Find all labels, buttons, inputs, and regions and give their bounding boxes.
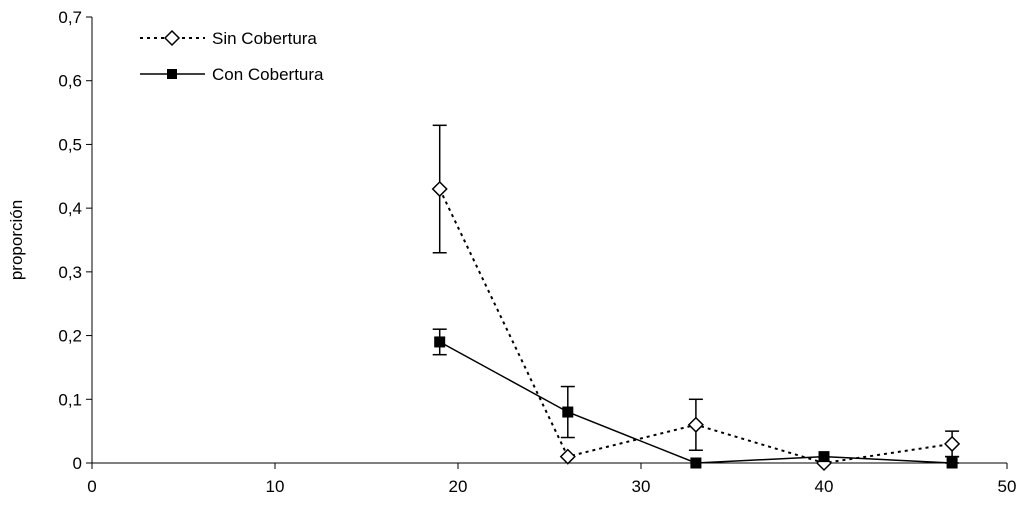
- data-point-con-cobertura: [562, 406, 574, 418]
- y-tick-label: 0,5: [58, 135, 82, 154]
- x-tick-label: 20: [449, 477, 468, 496]
- legend-item-con-cobertura: Con Cobertura: [140, 65, 324, 84]
- y-axis-label: proporción: [7, 200, 26, 280]
- y-axis-ticks: 0 0,1 0,2 0,3 0,4 0,5 0,6 0,7: [58, 8, 92, 473]
- y-tick-label: 0,4: [58, 199, 82, 218]
- legend-marker-sin-cobertura: [163, 29, 181, 47]
- data-point-con-cobertura: [434, 336, 446, 348]
- y-tick-label: 0,3: [58, 263, 82, 282]
- data-point-con-cobertura: [690, 457, 702, 469]
- y-tick-label: 0: [73, 454, 82, 473]
- x-axis-ticks: 0 10 20 30 40 50: [87, 463, 1016, 496]
- series-sin-cobertura: [431, 124, 961, 472]
- data-point-sin-cobertura: [559, 448, 576, 465]
- data-point-con-cobertura: [946, 457, 958, 469]
- data-point-con-cobertura: [818, 451, 830, 463]
- data-point-sin-cobertura: [687, 416, 704, 433]
- x-tick-label: 40: [815, 477, 834, 496]
- axes: [91, 17, 1007, 464]
- x-tick-label: 50: [998, 477, 1017, 496]
- data-point-sin-cobertura: [944, 435, 961, 452]
- legend-item-sin-cobertura: Sin Cobertura: [140, 29, 317, 48]
- legend: Sin Cobertura Con Cobertura: [140, 29, 324, 84]
- y-tick-label: 0,2: [58, 327, 82, 346]
- x-tick-label: 0: [87, 477, 96, 496]
- legend-marker-con-cobertura: [167, 69, 177, 79]
- legend-label-con-cobertura: Con Cobertura: [212, 65, 324, 84]
- series-con-cobertura: [432, 328, 960, 469]
- y-tick-label: 0,7: [58, 8, 82, 27]
- x-tick-label: 30: [632, 477, 651, 496]
- y-tick-label: 0,6: [58, 72, 82, 91]
- series-layer: [431, 124, 961, 472]
- legend-label-sin-cobertura: Sin Cobertura: [212, 29, 317, 48]
- y-tick-label: 0,1: [58, 390, 82, 409]
- data-point-sin-cobertura: [431, 180, 448, 198]
- x-tick-label: 10: [266, 477, 285, 496]
